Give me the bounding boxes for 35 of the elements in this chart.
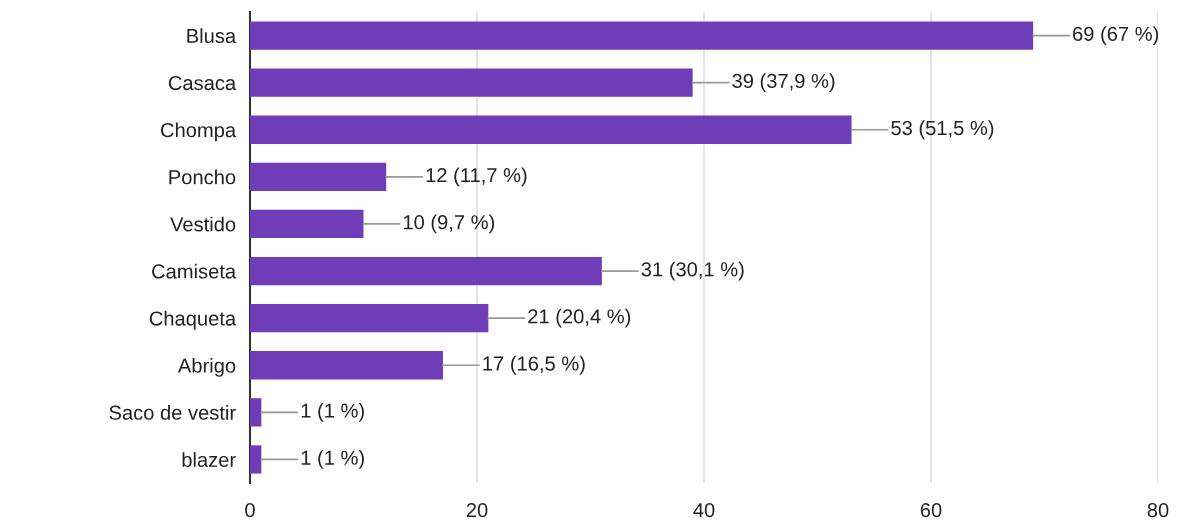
x-tick-label: 60 <box>920 502 942 518</box>
data-label: 1 (1 %) <box>301 450 364 469</box>
data-label: 39 (37,9 %) <box>732 73 835 93</box>
y-tick-label: Saco de vestir <box>109 405 236 420</box>
x-tick-label: 80 <box>1147 502 1169 518</box>
data-label: 12 (11,7 %) <box>426 167 527 187</box>
bar <box>250 445 262 474</box>
y-tick-label: Abrigo <box>177 357 236 377</box>
bar <box>250 304 489 333</box>
y-tick-label: Vestido <box>170 216 236 232</box>
x-tick-label: 20 <box>466 502 488 518</box>
x-tick-label: 0 <box>245 502 255 518</box>
bar <box>250 398 262 427</box>
y-tick-label: Chompa <box>161 122 237 142</box>
bar <box>250 209 364 239</box>
data-label: 17 (16,5 %) <box>483 355 585 375</box>
y-tick-label: Blusa <box>187 28 237 44</box>
bar <box>250 256 602 286</box>
data-label: 1 (1 %) <box>301 402 364 422</box>
data-label: 69 (67 %) <box>1073 26 1159 45</box>
y-tick-label: Camiseta <box>152 263 237 279</box>
data-label: 31 (30,1 %) <box>641 261 744 281</box>
y-tick-label: Chaqueta <box>149 310 237 330</box>
bar <box>250 21 1034 50</box>
data-label: 10 (9,7 %) <box>403 214 495 234</box>
bar <box>250 68 693 97</box>
bar <box>250 115 852 144</box>
bar <box>250 351 443 380</box>
x-tick-label: 40 <box>693 502 715 518</box>
y-tick-label: Poncho <box>169 169 236 185</box>
y-tick-label: blazer <box>182 452 236 467</box>
bar <box>250 162 387 191</box>
data-label: 53 (51,5 %) <box>891 120 994 140</box>
y-tick-label: Casaca <box>168 75 237 91</box>
data-label: 21 (20,4 %) <box>528 308 631 328</box>
